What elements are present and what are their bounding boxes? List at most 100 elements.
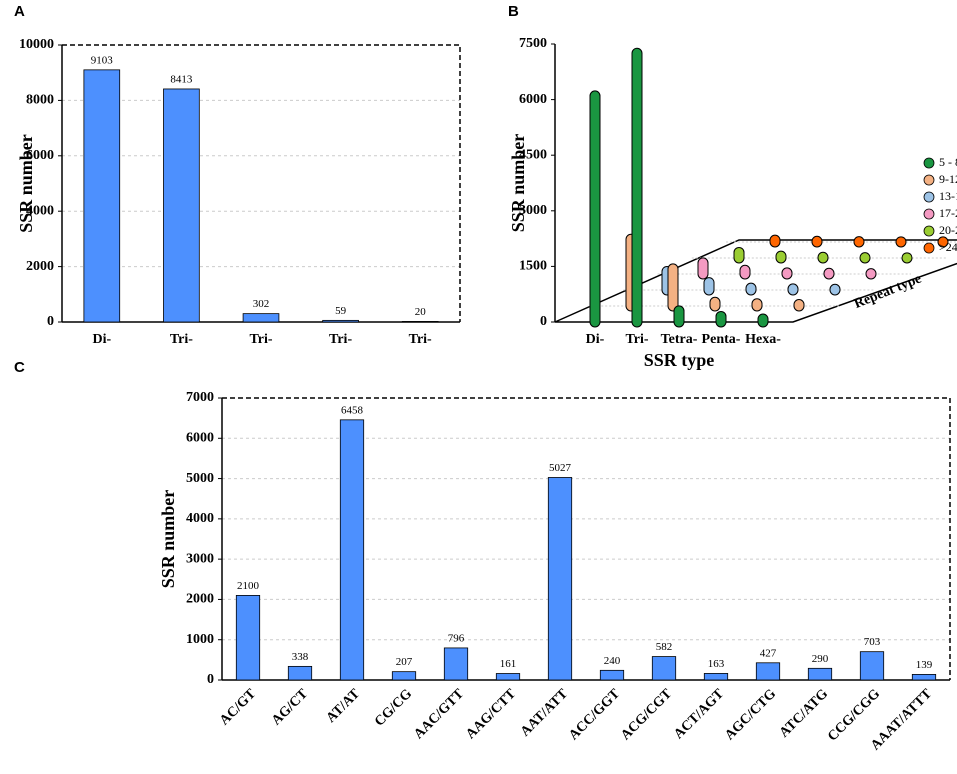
column (853, 236, 865, 248)
panel-label: C (14, 359, 25, 376)
data-label: 2100 (237, 580, 260, 592)
bar (495, 673, 521, 681)
data-label: 161 (500, 658, 517, 670)
column (781, 267, 793, 280)
column (787, 283, 799, 296)
data-label: 427 (760, 647, 777, 659)
x-tick-label: CG/CG (372, 686, 415, 729)
x-tick-label: Tri- (249, 332, 272, 347)
legend-swatch (923, 157, 935, 169)
column (733, 246, 745, 264)
bar (242, 313, 280, 323)
bar (547, 477, 573, 681)
column (751, 298, 763, 312)
legend-label: 9-12 (939, 172, 957, 186)
column (829, 283, 841, 296)
data-label: 240 (604, 655, 621, 667)
data-label: 5027 (549, 462, 572, 474)
bar (651, 656, 677, 681)
z-axis-label: Repeat type (852, 271, 924, 312)
y-tick-label: 2000 (186, 592, 214, 607)
bar (287, 665, 313, 681)
y-tick-label: 6000 (26, 148, 54, 163)
legend-swatch (923, 174, 935, 186)
y-tick-label: 8000 (26, 93, 54, 108)
column (745, 282, 757, 296)
column (901, 252, 913, 264)
column (589, 90, 601, 328)
column (667, 263, 679, 312)
y-tick-label: 1000 (186, 632, 214, 647)
column (769, 234, 781, 248)
data-label: 207 (396, 656, 413, 668)
bar (443, 647, 469, 681)
bar (599, 669, 625, 681)
column (895, 236, 907, 248)
x-tick-label: ACC/GGT (566, 686, 623, 743)
bar (859, 651, 885, 681)
x-tick-label: Tri- (409, 332, 432, 347)
legend-label: 5 - 8 (939, 155, 957, 169)
y-tick-label: 2000 (26, 259, 54, 274)
x-tick-label: AC/GT (217, 686, 259, 728)
column (775, 250, 787, 264)
y-tick-label: 6000 (186, 431, 214, 446)
y-tick-label: 1500 (519, 259, 547, 274)
legend-swatch (923, 191, 935, 203)
legend-label: >24 (939, 240, 957, 254)
bar (83, 69, 121, 323)
data-label: 796 (448, 632, 465, 644)
bar (401, 321, 439, 323)
x-tick-label: AGC/CTG (722, 686, 779, 743)
x-tick-label: Penta- (702, 332, 741, 347)
data-label: 290 (812, 653, 829, 665)
data-label: 9103 (91, 54, 114, 66)
bar (807, 667, 833, 681)
legend-label: 17-20 (939, 206, 957, 220)
y-tick-label: 7500 (519, 36, 547, 51)
bar (322, 319, 359, 323)
legend-label: 20-24 (939, 223, 957, 237)
data-label: 139 (916, 659, 933, 671)
column (823, 267, 835, 280)
y-tick-label: 4500 (519, 147, 547, 162)
data-label: 703 (864, 636, 881, 648)
column (757, 313, 769, 328)
bar (235, 595, 261, 681)
column (631, 47, 643, 328)
bar (911, 674, 937, 681)
column (703, 277, 715, 296)
frame (62, 44, 461, 322)
x-tick-label: Hexa- (745, 332, 781, 347)
data-label: 338 (292, 651, 309, 663)
column (793, 299, 805, 312)
column (859, 252, 871, 264)
frame (222, 397, 951, 680)
bar (163, 88, 200, 323)
column (697, 257, 709, 280)
data-label: 20 (415, 306, 427, 318)
x-tick-label: AT/AT (324, 686, 364, 726)
column (817, 251, 829, 264)
legend-swatch (923, 242, 935, 254)
panel-label: A (14, 3, 25, 20)
x-tick-label: AAG/CTT (463, 686, 519, 742)
y-tick-label: 6000 (519, 92, 547, 107)
y-axis-label: SSR number (16, 134, 36, 233)
y-tick-label: 3000 (519, 203, 547, 218)
x-tick-label: ACT/AGT (671, 686, 727, 742)
column (673, 305, 685, 328)
y-tick-label: 0 (540, 314, 547, 329)
y-tick-label: 10000 (19, 37, 54, 52)
y-tick-label: 3000 (186, 551, 214, 566)
column (739, 264, 751, 280)
y-tick-label: 0 (47, 314, 54, 329)
x-tick-label: Di- (586, 332, 605, 347)
y-tick-label: 7000 (186, 390, 214, 405)
bar (391, 671, 417, 681)
x-tick-label: AAT/ATT (518, 686, 572, 740)
bar (755, 662, 781, 681)
x-tick-label: Tri- (170, 332, 193, 347)
legend-swatch (923, 208, 935, 220)
